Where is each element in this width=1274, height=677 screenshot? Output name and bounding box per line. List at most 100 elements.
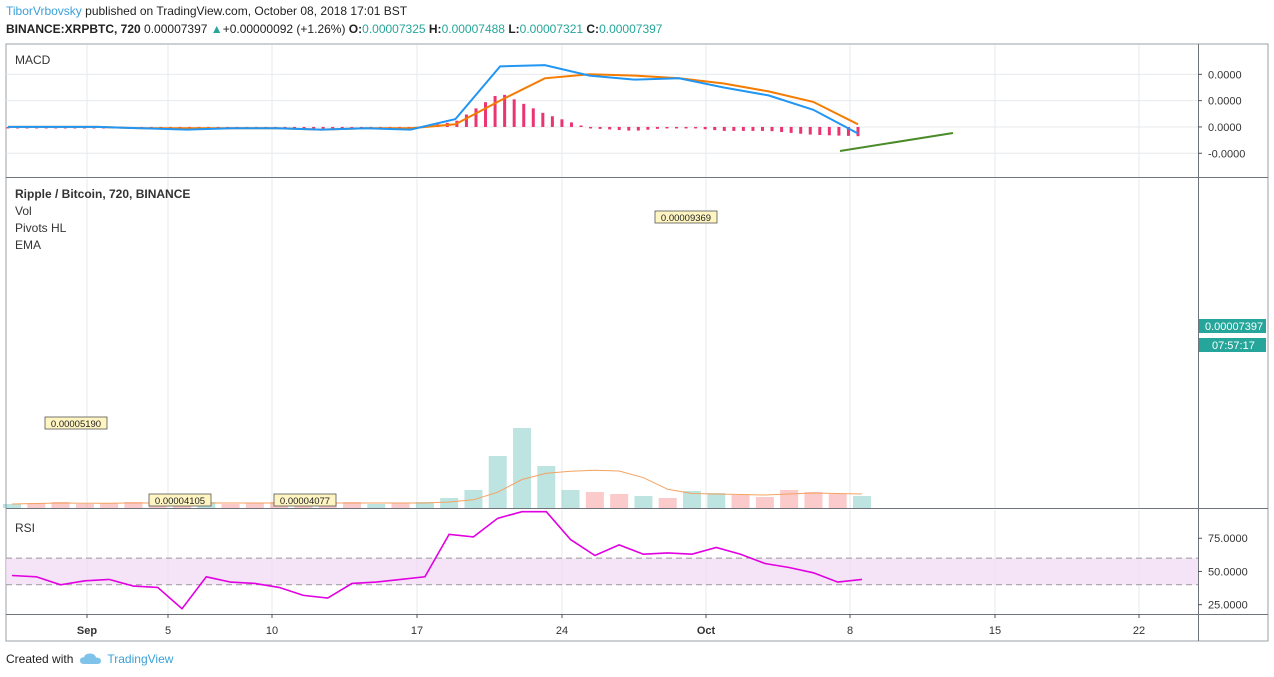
histogram-bar xyxy=(541,112,545,127)
histogram-bar xyxy=(713,126,717,131)
volume-bar xyxy=(27,503,46,508)
histogram-bar xyxy=(579,125,583,127)
macd-line xyxy=(8,64,859,135)
histogram-bar xyxy=(760,126,764,131)
volume-bar xyxy=(634,496,653,508)
time-tick-label: 5 xyxy=(165,625,171,637)
histogram-bar xyxy=(818,126,822,136)
histogram-bar xyxy=(321,126,325,129)
histogram-bar xyxy=(780,126,784,133)
last-price: 0.00007397 xyxy=(144,22,208,36)
volume-bar xyxy=(124,502,143,508)
histogram-bar xyxy=(598,126,602,129)
histogram-bar xyxy=(732,126,736,131)
histogram-bar xyxy=(464,114,468,127)
volume-bar xyxy=(221,504,240,508)
volume-bar xyxy=(707,493,726,508)
histogram-bar xyxy=(856,126,860,137)
low-label: L: xyxy=(508,22,520,36)
pivot-high-label-box xyxy=(654,210,718,224)
time-tick-label: 8 xyxy=(847,625,853,637)
volume-bar xyxy=(610,494,629,508)
volume-bar xyxy=(780,490,799,508)
histogram-bar xyxy=(655,126,659,129)
pivot-low-label-box xyxy=(273,493,337,507)
histogram-bar xyxy=(694,126,698,129)
histogram-bar xyxy=(560,119,564,127)
histogram-bar xyxy=(617,126,621,131)
histogram-bar xyxy=(636,126,640,131)
open-value: 0.00007325 xyxy=(362,22,426,36)
histogram-bar xyxy=(665,126,669,129)
histogram-bar xyxy=(569,122,573,127)
histogram-bar xyxy=(302,126,306,129)
histogram-bar xyxy=(512,99,516,127)
histogram-bar xyxy=(522,103,526,127)
histogram-bar xyxy=(589,126,593,129)
macd-pane-title: MACD xyxy=(15,53,51,67)
change-value: +0.00000092 (+1.26%) xyxy=(222,22,346,36)
signal-line xyxy=(8,73,859,131)
time-tick-label: 24 xyxy=(556,625,568,637)
volume-bar xyxy=(464,490,483,508)
last-price-badge xyxy=(1199,319,1266,333)
histogram-bar xyxy=(846,126,850,136)
histogram-bar xyxy=(608,126,612,130)
histogram-bar xyxy=(627,126,631,131)
histogram-bar xyxy=(703,126,707,130)
macd-tick-label: -0.0000 xyxy=(1208,148,1245,160)
symbol-info: BINANCE:XRPBTC, 720 0.00007397 ▲+0.00000… xyxy=(6,22,662,36)
histogram-bar xyxy=(789,126,793,133)
volume-bar xyxy=(585,492,604,508)
macd-tick-label: 0.0000 xyxy=(1208,122,1242,134)
volume-bar xyxy=(488,456,507,508)
pivot-low-label: 0.00004105 xyxy=(155,496,205,507)
pivot-high-label: 0.00009369 xyxy=(661,213,711,224)
cloud-icon xyxy=(80,653,102,664)
volume-bar xyxy=(804,492,823,508)
pivot-high-label: 0.00005190 xyxy=(51,419,101,430)
histogram-bar xyxy=(770,126,774,132)
volume-bar xyxy=(367,504,386,508)
time-tick-label: 22 xyxy=(1133,625,1145,637)
histogram-bar xyxy=(474,108,478,127)
macd-tick-label: 0.0000 xyxy=(1208,96,1242,108)
histogram-bar xyxy=(741,126,745,131)
histogram-bar xyxy=(550,116,554,127)
volume-bar xyxy=(100,503,119,508)
open-label: O: xyxy=(348,22,363,36)
rsi-tick-label: 50.0000 xyxy=(1208,566,1248,578)
histogram-bar xyxy=(684,126,688,129)
author-link[interactable]: TiborVrbovsky xyxy=(6,4,82,18)
footer: Created with TradingView xyxy=(6,652,173,666)
created-with-text: Created with xyxy=(6,652,74,666)
histogram-bar xyxy=(646,126,650,130)
countdown-label: 07:57:17 xyxy=(1212,340,1255,352)
volume-bar xyxy=(51,502,70,508)
rsi-tick-label: 25.0000 xyxy=(1208,600,1248,612)
price-pane-title: Ripple / Bitcoin, 720, BINANCE xyxy=(15,187,190,201)
last-price-label: 0.00007397 xyxy=(1205,321,1263,333)
macd-tick-label: 0.0000 xyxy=(1208,69,1242,81)
histogram-bar xyxy=(675,126,679,129)
rsi-tick-label: 75.0000 xyxy=(1208,533,1248,545)
indicator-legend-item: Pivots HL xyxy=(15,221,67,235)
volume-bar xyxy=(415,502,434,508)
histogram-bar xyxy=(531,108,535,127)
pivot-low-label: 0.00004077 xyxy=(280,496,330,507)
time-tick-label: Oct xyxy=(697,625,716,637)
volume-bar xyxy=(440,498,459,508)
time-tick-label: 17 xyxy=(411,625,423,637)
volume-bar xyxy=(513,428,531,508)
close-value: 0.00007397 xyxy=(599,22,663,36)
histogram-bar xyxy=(350,126,354,129)
volume-bar xyxy=(853,496,871,508)
brand-label: TradingView xyxy=(107,652,174,666)
tradingview-link[interactable]: TradingView xyxy=(79,652,173,666)
indicator-legend-item: Vol xyxy=(15,204,32,218)
symbol-label: BINANCE:XRPBTC, 720 xyxy=(6,22,141,36)
pivot-high-label-box xyxy=(44,416,108,430)
change-arrow-icon: ▲ xyxy=(210,22,223,36)
volume-bar xyxy=(3,504,21,508)
